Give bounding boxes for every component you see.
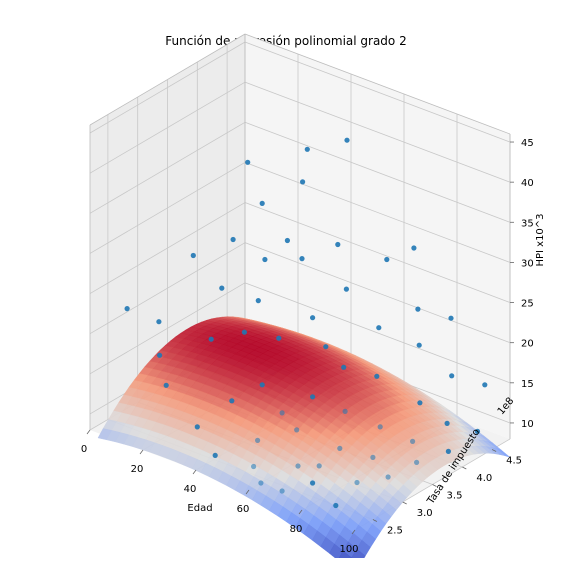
data-point [449, 373, 454, 378]
data-point [195, 424, 200, 429]
data-point [299, 256, 304, 261]
data-point [260, 382, 265, 387]
y-tick-mark [462, 467, 466, 469]
data-point [343, 409, 348, 414]
data-point [323, 344, 328, 349]
x-tick-label: 60 [237, 504, 250, 515]
data-point [295, 463, 300, 468]
data-point [242, 330, 247, 335]
data-point [156, 319, 161, 324]
data-point [294, 427, 299, 432]
data-point [337, 446, 342, 451]
data-point [335, 242, 340, 247]
chart-title: Función de regresión polinomial grado 2 [165, 34, 406, 48]
x-tick-label: 80 [290, 524, 303, 535]
data-point [417, 400, 422, 405]
z-tick-label: 35 [521, 218, 534, 229]
x-tick-mark [87, 430, 90, 434]
data-point [317, 463, 322, 468]
data-point [229, 398, 234, 403]
data-point [258, 480, 263, 485]
data-point [256, 298, 261, 303]
z-tick-label: 30 [521, 258, 534, 269]
data-point [262, 257, 267, 262]
data-point [376, 325, 381, 330]
data-point [280, 488, 285, 493]
x-tick-label: 40 [184, 484, 197, 495]
z-axis-ticks: 10 15 20 25 30 35 40 45 [510, 138, 534, 430]
data-point [414, 460, 419, 465]
y-tick-label: 4.0 [476, 473, 492, 484]
data-point [164, 383, 169, 388]
x-tick-mark [140, 450, 143, 454]
data-point [445, 421, 450, 426]
data-point [245, 160, 250, 165]
data-point [285, 238, 290, 243]
data-point [125, 306, 130, 311]
data-point [310, 394, 315, 399]
x-tick-label: 20 [131, 464, 144, 475]
data-point [344, 287, 349, 292]
z-tick-label: 25 [521, 299, 534, 310]
data-point [386, 474, 391, 479]
data-point [310, 315, 315, 320]
data-point [219, 286, 224, 291]
z-tick-label: 10 [521, 419, 534, 430]
data-point [191, 253, 196, 258]
data-point [260, 201, 265, 206]
y-tick-label: 3.5 [447, 491, 463, 502]
y-tick-label: 3.0 [417, 508, 433, 519]
z-tick-label: 45 [521, 138, 534, 149]
data-point [446, 449, 451, 454]
z-axis-label: HPI x10^3 [535, 213, 546, 266]
data-point [305, 147, 310, 152]
data-point [415, 307, 420, 312]
y-tick-label: 4.5 [506, 456, 522, 467]
data-point [410, 439, 415, 444]
data-point [300, 179, 305, 184]
data-point [411, 245, 416, 250]
data-point [448, 316, 453, 321]
z-tick-label: 40 [521, 178, 534, 189]
data-point [384, 257, 389, 262]
data-point [157, 353, 162, 358]
x-axis-label: Edad [187, 503, 212, 514]
data-point [341, 365, 346, 370]
data-point [231, 237, 236, 242]
data-point [276, 336, 281, 341]
data-point [378, 424, 383, 429]
data-point [354, 480, 359, 485]
data-point [482, 382, 487, 387]
data-point [255, 438, 260, 443]
data-point [213, 453, 218, 458]
y-tick-label: 2.5 [387, 526, 403, 537]
data-point [209, 337, 214, 342]
z-tick-label: 20 [521, 339, 534, 350]
data-point [310, 480, 315, 485]
y-tick-mark [403, 502, 407, 504]
z-tick-label: 15 [521, 379, 534, 390]
data-point [333, 503, 338, 508]
data-point [417, 343, 422, 348]
data-point [374, 374, 379, 379]
x-tick-label: 100 [339, 544, 358, 555]
data-point [344, 138, 349, 143]
x-tick-label: 0 [81, 444, 87, 455]
data-point [370, 455, 375, 460]
data-point [251, 464, 256, 469]
data-point [280, 410, 285, 415]
x-tick-mark [193, 470, 196, 474]
